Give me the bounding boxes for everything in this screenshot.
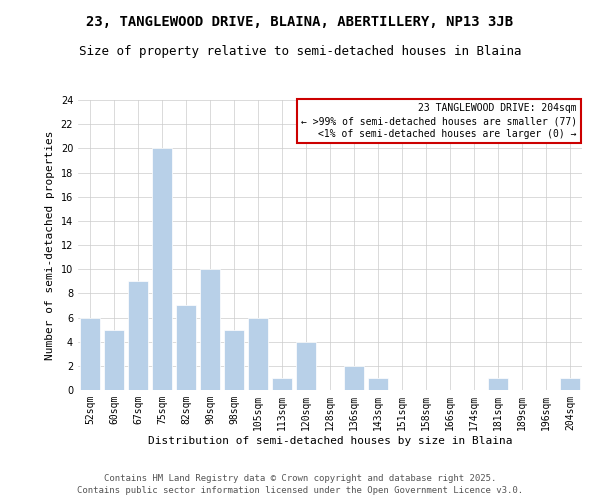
X-axis label: Distribution of semi-detached houses by size in Blaina: Distribution of semi-detached houses by … (148, 436, 512, 446)
Bar (128, 281, 148, 390)
Text: 23 TANGLEWOOD DRIVE: 204sqm
← >99% of semi-detached houses are smaller (77)
<1% : 23 TANGLEWOOD DRIVE: 204sqm ← >99% of se… (301, 103, 577, 140)
Bar (176, 306, 196, 390)
Bar (104, 330, 124, 390)
Bar (272, 378, 292, 390)
Bar (560, 378, 580, 390)
Bar (344, 366, 364, 390)
Bar (152, 148, 172, 390)
Text: Size of property relative to semi-detached houses in Blaina: Size of property relative to semi-detach… (79, 45, 521, 58)
Y-axis label: Number of semi-detached properties: Number of semi-detached properties (45, 130, 55, 360)
Bar (248, 318, 268, 390)
Text: Contains HM Land Registry data © Crown copyright and database right 2025.
Contai: Contains HM Land Registry data © Crown c… (77, 474, 523, 495)
Bar (200, 269, 220, 390)
Text: 23, TANGLEWOOD DRIVE, BLAINA, ABERTILLERY, NP13 3JB: 23, TANGLEWOOD DRIVE, BLAINA, ABERTILLER… (86, 15, 514, 29)
Bar (488, 378, 508, 390)
Bar (296, 342, 316, 390)
Bar (368, 378, 388, 390)
Bar (80, 318, 100, 390)
Bar (224, 330, 244, 390)
